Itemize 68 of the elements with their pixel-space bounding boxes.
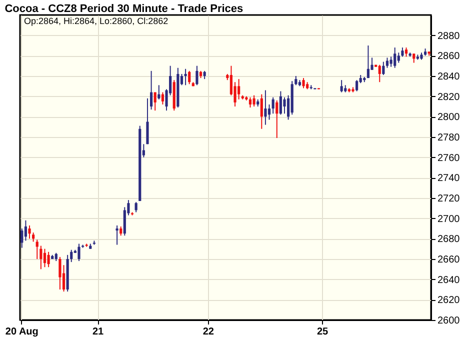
candlestick <box>264 90 267 126</box>
candlestick <box>366 45 370 79</box>
candlestick <box>184 68 187 86</box>
candlestick <box>294 76 298 86</box>
candlestick <box>248 96 252 108</box>
candlestick <box>40 245 42 270</box>
candlestick <box>394 47 396 68</box>
x-tick-label: 20 Aug <box>5 326 38 338</box>
candlestick <box>150 70 153 110</box>
candlestick <box>24 220 28 242</box>
candlestick <box>283 96 286 114</box>
candlestick <box>188 70 191 85</box>
y-tick-label: 2740 <box>438 173 460 184</box>
candlestick <box>120 226 122 236</box>
candlestick <box>47 251 50 268</box>
annotation: Op:2864, Hi:2864, Lo:2860, Cl:2862 <box>24 16 168 26</box>
y-tick-label: 2780 <box>438 132 460 144</box>
candlestick <box>404 47 408 58</box>
candlestick <box>154 92 156 112</box>
candlestick <box>36 239 38 260</box>
candlestick <box>268 104 271 120</box>
candlestick <box>158 84 160 100</box>
x-tick-label: 22 <box>202 326 214 338</box>
x-tick-label: 21 <box>92 326 104 338</box>
candlestick <box>43 248 46 268</box>
y-tick-label: 2680 <box>438 234 460 246</box>
y-tick-label: 2660 <box>438 254 460 266</box>
candlestick <box>78 243 80 262</box>
y-tick-label: 2840 <box>438 72 460 82</box>
candlestick <box>70 249 73 263</box>
candlestick <box>58 256 62 290</box>
candlestick <box>146 98 149 145</box>
candlestick <box>378 64 381 83</box>
candlestick <box>134 202 138 213</box>
candlestick <box>161 92 164 105</box>
candlestick <box>272 96 274 114</box>
candlestick <box>28 224 31 240</box>
y-tick-label: 2820 <box>438 92 460 103</box>
candlestick <box>196 65 198 86</box>
y-tick-label: 2880 <box>438 30 460 42</box>
candlestick <box>340 80 343 93</box>
y-tick-label: 2860 <box>438 51 460 62</box>
y-tick-label: 2640 <box>438 274 460 286</box>
chart-title: Cocoa - CCZ8 Period 30 Minute - Trade Prices <box>4 3 244 15</box>
candlestick <box>279 90 282 116</box>
candlestick <box>390 56 392 68</box>
candlestick <box>401 47 404 58</box>
candlestick <box>382 61 385 76</box>
y-tick-label: 2760 <box>438 152 460 164</box>
candlestick <box>260 94 263 130</box>
candlestick <box>276 100 278 139</box>
y-tick-label: 2700 <box>438 214 460 225</box>
x-tick-label: 25 <box>316 326 329 338</box>
candlestick <box>355 80 358 92</box>
candlestick <box>32 232 35 242</box>
candlestick <box>20 228 24 248</box>
candlestick <box>397 52 400 64</box>
candlestick <box>302 78 305 89</box>
y-tick-label: 2620 <box>438 295 460 306</box>
candlestick <box>386 57 389 68</box>
candlestick <box>116 224 118 246</box>
y-tick-label: 2800 <box>438 112 460 124</box>
candlestick <box>252 94 256 107</box>
y-tick-label: 2600 <box>438 316 460 326</box>
candlestick <box>123 206 126 236</box>
candlestick <box>412 53 416 64</box>
y-tick-label: 2720 <box>438 194 460 204</box>
candlestick <box>238 78 240 100</box>
